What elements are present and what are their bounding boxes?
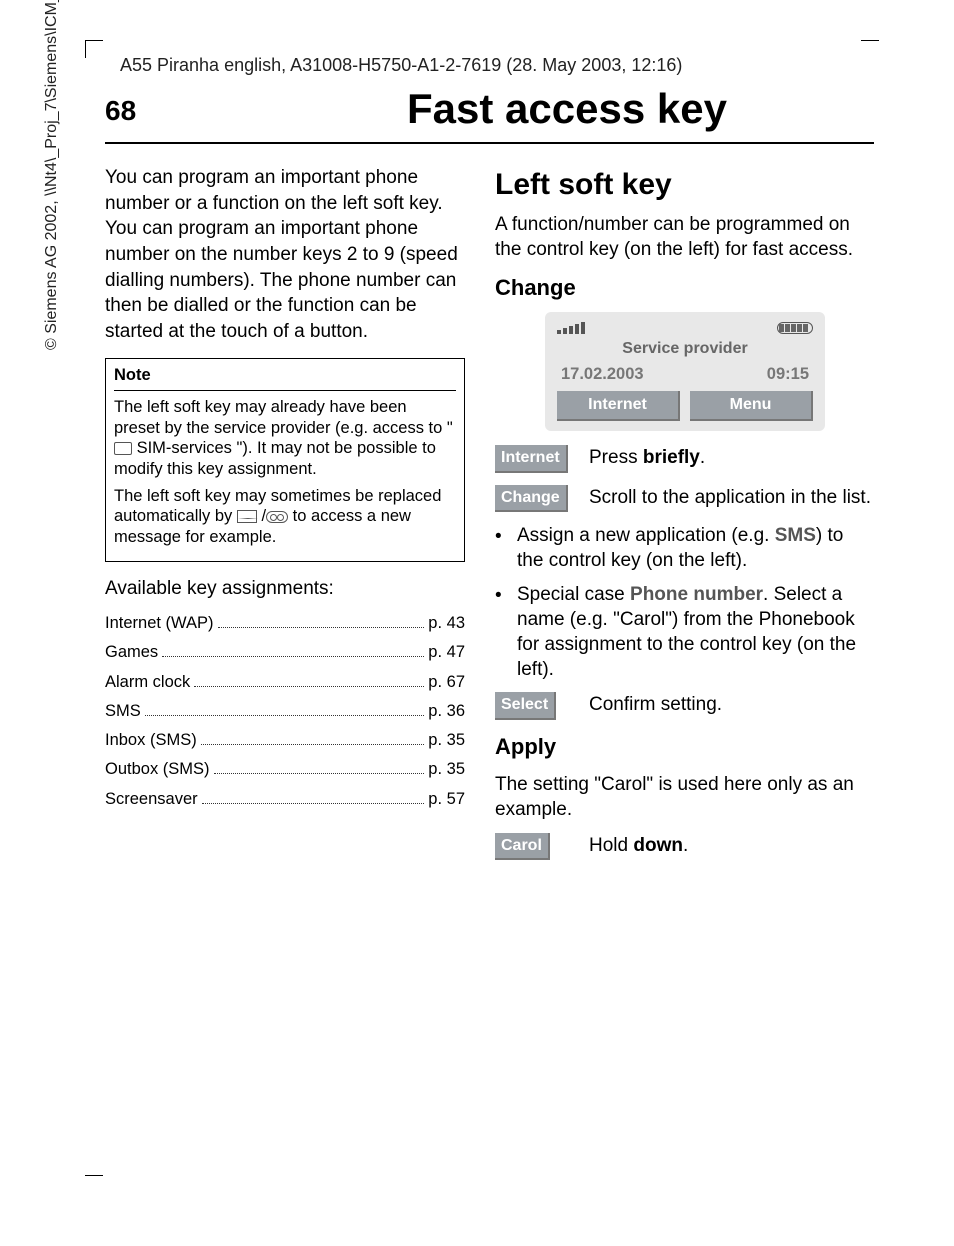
phone-mockup: Service provider 17.02.2003 09:15 Intern… xyxy=(545,312,825,430)
bullet-2-text: Special case Phone number. Select a name… xyxy=(517,583,875,682)
step-carol-a: Hold xyxy=(589,835,633,856)
crop-mark-tr xyxy=(861,40,879,41)
section-heading-left-soft-key: Left soft key xyxy=(495,165,875,206)
assignment-page: p. 35 xyxy=(428,729,465,751)
note-p1-b: SIM-services "). It may not be possible … xyxy=(114,439,436,478)
step-internet-c: . xyxy=(700,447,705,468)
battery-icon xyxy=(777,322,813,334)
select-badge: Select xyxy=(495,692,556,720)
document-header: A55 Piranha english, A31008-H5750-A1-2-7… xyxy=(120,55,682,76)
note-p1-a: The left soft key may already have been … xyxy=(114,398,453,437)
carol-badge: Carol xyxy=(495,833,550,861)
assignment-label: Internet (WAP) xyxy=(105,612,214,634)
change-badge: Change xyxy=(495,485,568,513)
assignment-row: Outbox (SMS) p. 35 xyxy=(105,758,465,780)
crop-mark-bl xyxy=(85,1175,103,1176)
right-column: Left soft key A function/number can be p… xyxy=(495,165,875,872)
page-title: Fast access key xyxy=(260,85,874,133)
title-rule xyxy=(105,142,874,144)
step-carol-b: down xyxy=(633,835,683,856)
assignments-title: Available key assignments: xyxy=(105,576,465,602)
step-row-change: Change Scroll to the application in the … xyxy=(495,485,875,513)
page-number: 68 xyxy=(105,95,136,127)
step-internet-a: Press xyxy=(589,447,643,468)
leader-dots xyxy=(201,744,425,745)
leader-dots xyxy=(218,627,425,628)
phone-datetime: 17.02.2003 09:15 xyxy=(557,363,813,385)
signal-bars-icon xyxy=(557,322,585,334)
assignment-row: Inbox (SMS) p. 35 xyxy=(105,729,465,751)
internet-badge: Internet xyxy=(495,445,568,473)
assignment-page: p. 36 xyxy=(428,700,465,722)
assignment-row: SMS p. 36 xyxy=(105,700,465,722)
assignment-page: p. 47 xyxy=(428,641,465,663)
assignment-label: Alarm clock xyxy=(105,671,190,693)
assignment-row: Games p. 47 xyxy=(105,641,465,663)
step-select-text: Confirm setting. xyxy=(589,692,875,720)
assignment-page: p. 35 xyxy=(428,758,465,780)
phone-status-bar xyxy=(557,322,813,334)
bullet-1-text: Assign a new application (e.g. SMS) to t… xyxy=(517,524,875,573)
page-number-box: 68 xyxy=(105,95,136,127)
phone-softkey-left: Internet xyxy=(557,391,680,421)
bullet2-b: Phone number xyxy=(630,584,763,605)
section-sub: A function/number can be programmed on t… xyxy=(495,212,875,263)
assignment-label: SMS xyxy=(105,700,141,722)
sim-icon xyxy=(114,442,132,455)
phone-date: 17.02.2003 xyxy=(561,363,644,385)
subsection-apply: Apply xyxy=(495,732,875,762)
bullet-1: • Assign a new application (e.g. SMS) to… xyxy=(495,524,875,573)
assignment-row: Internet (WAP) p. 43 xyxy=(105,612,465,634)
bullet2-a: Special case xyxy=(517,584,630,605)
note-paragraph-2: The left soft key may sometimes be repla… xyxy=(114,486,456,548)
assignment-label: Screensaver xyxy=(105,788,198,810)
crop-mark-tl xyxy=(85,40,103,58)
step-row-internet: Internet Press briefly. xyxy=(495,445,875,473)
note-title: Note xyxy=(114,365,456,391)
assignment-page: p. 43 xyxy=(428,612,465,634)
step-carol-text: Hold down. xyxy=(589,833,875,861)
assignment-label: Outbox (SMS) xyxy=(105,758,210,780)
voicemail-icon xyxy=(266,511,288,523)
step-internet-b: briefly xyxy=(643,447,700,468)
phone-provider-label: Service provider xyxy=(557,338,813,360)
leader-dots xyxy=(145,715,425,716)
note-box: Note The left soft key may already have … xyxy=(105,358,465,562)
step-change-text: Scroll to the application in the list. xyxy=(589,485,875,513)
leader-dots xyxy=(202,803,425,804)
bullet-dot: • xyxy=(495,524,517,573)
left-column: You can program an important phone numbe… xyxy=(105,165,465,817)
phone-softkey-right: Menu xyxy=(690,391,813,421)
assignment-page: p. 57 xyxy=(428,788,465,810)
bullet-2: • Special case Phone number. Select a na… xyxy=(495,583,875,682)
leader-dots xyxy=(162,656,424,657)
note-paragraph-1: The left soft key may already have been … xyxy=(114,397,456,480)
step-internet-text: Press briefly. xyxy=(589,445,875,473)
assignment-row: Alarm clock p. 67 xyxy=(105,671,465,693)
assignment-row: Screensaver p. 57 xyxy=(105,788,465,810)
leader-dots xyxy=(214,773,425,774)
step-row-select: Select Confirm setting. xyxy=(495,692,875,720)
apply-sub: The setting "Carol" is used here only as… xyxy=(495,772,875,823)
intro-paragraph: You can program an important phone numbe… xyxy=(105,165,465,344)
step-carol-c: . xyxy=(683,835,688,856)
bullet1-b: SMS xyxy=(775,525,816,546)
bullet1-a: Assign a new application (e.g. xyxy=(517,525,775,546)
assignment-label: Games xyxy=(105,641,158,663)
subsection-change: Change xyxy=(495,273,875,303)
assignment-label: Inbox (SMS) xyxy=(105,729,197,751)
phone-time: 09:15 xyxy=(767,363,809,385)
leader-dots xyxy=(194,686,424,687)
phone-softkeys: Internet Menu xyxy=(557,391,813,421)
step-row-carol: Carol Hold down. xyxy=(495,833,875,861)
bullet-dot: • xyxy=(495,583,517,682)
assignment-page: p. 67 xyxy=(428,671,465,693)
envelope-icon xyxy=(237,510,257,523)
phone-mockup-wrap: Service provider 17.02.2003 09:15 Intern… xyxy=(495,312,875,430)
copyright-vertical: © Siemens AG 2002, \\Nt4\_Proj_7\Siemens… xyxy=(43,0,61,350)
